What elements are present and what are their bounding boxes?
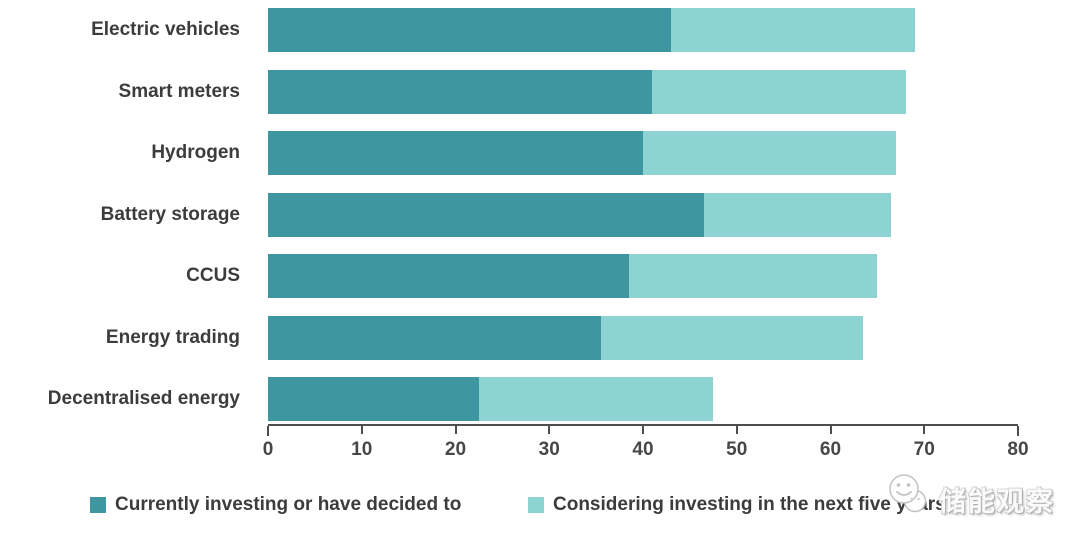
chart-row: Electric vehicles [0, 8, 1018, 52]
bar-track [268, 192, 1018, 237]
bar-segment-considering [478, 377, 714, 421]
category-label: Energy trading [105, 326, 240, 348]
chart-row: Energy trading [0, 315, 1018, 360]
bar-segment-currently-investing [268, 69, 653, 114]
category-label: Decentralised energy [47, 388, 240, 409]
bar-rows: Electric vehicles Smart meters Hydrogen Bat… [0, 8, 1018, 439]
x-axis-tick [923, 426, 926, 434]
category-label: Smart meters [118, 80, 240, 102]
category-label: Hydrogen [151, 142, 240, 163]
x-axis-tick [1017, 426, 1019, 436]
bar-segment-considering [643, 131, 897, 175]
bar-segment-considering [600, 315, 864, 360]
x-axis-tick [360, 426, 363, 434]
bar-segment-currently-investing [268, 131, 643, 175]
category-label: CCUS [186, 265, 240, 286]
chart-row: CCUS [0, 254, 1018, 298]
bar-segment-considering [652, 69, 906, 114]
legend-swatch-considering [528, 497, 544, 513]
chart-row: Smart meters [0, 69, 1018, 114]
bar-track [268, 8, 1018, 52]
legend: Currently investing or have decided to C… [0, 491, 1080, 523]
chart-row: Battery storage [0, 192, 1018, 237]
bar-segment-currently-investing [268, 377, 479, 421]
x-axis-tick-label: 80 [1007, 439, 1029, 460]
legend-swatch-currently-investing [90, 497, 106, 513]
bar-segment-considering [671, 8, 915, 52]
bar-track [268, 254, 1018, 298]
legend-item-considering: Considering investing in the next five y… [528, 494, 946, 516]
category-label: Electric vehicles [91, 19, 240, 40]
bar-segment-considering [628, 254, 878, 298]
x-axis-tick [454, 426, 457, 434]
legend-item-currently-investing: Currently investing or have decided to [90, 494, 461, 516]
x-axis-tick [735, 426, 738, 434]
x-axis-tick-label: 60 [819, 439, 842, 460]
x-axis-tick-label: 20 [444, 439, 467, 460]
x-axis-tick-label: 50 [726, 439, 748, 460]
x-axis-tick-label: 10 [351, 439, 373, 460]
bar-track [268, 315, 1018, 360]
bar-track [268, 131, 1018, 175]
x-axis-tick [642, 426, 644, 434]
chart-row: Decentralised energy [0, 377, 1018, 421]
category-label: Battery storage [100, 203, 240, 225]
x-axis-tick-label: 40 [632, 439, 654, 460]
chart-row: Hydrogen [0, 131, 1018, 175]
x-axis-tick-label: 30 [538, 439, 560, 460]
x-axis-tick [829, 426, 832, 434]
bar-segment-currently-investing [268, 192, 704, 237]
legend-label-currently-investing: Currently investing or have decided to [115, 494, 462, 515]
bar-track [268, 377, 1018, 421]
x-axis-tick [267, 426, 269, 436]
legend-label-considering: Considering investing in the next five y… [553, 494, 946, 515]
x-axis-tick-label: 70 [913, 439, 935, 460]
bar-segment-currently-investing [268, 315, 601, 360]
bar-segment-considering [703, 192, 892, 237]
bar-segment-currently-investing [268, 8, 672, 52]
x-axis-tick-label: 0 [262, 439, 274, 460]
x-axis: 0 10 20 30 40 50 60 70 80 [263, 424, 1029, 466]
bar-track [268, 69, 1018, 114]
bar-segment-currently-investing [268, 254, 629, 298]
x-axis-tick [548, 426, 551, 434]
